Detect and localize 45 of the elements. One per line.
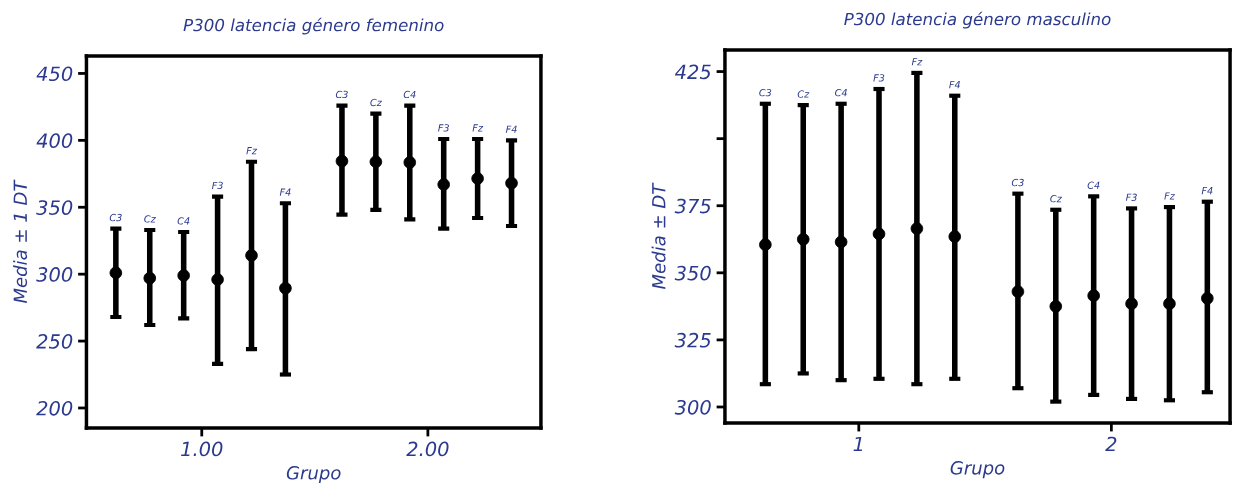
annotation: C3	[335, 90, 348, 99]
annotation: F3	[211, 181, 223, 190]
annotation: Cz	[1050, 194, 1062, 203]
y-tick-label: 250	[36, 334, 73, 349]
annotation: C4	[403, 90, 416, 99]
annotation: Fz	[1164, 192, 1175, 200]
y-tick-label: 300	[674, 399, 711, 415]
annotation: Cz	[144, 215, 156, 223]
annotation: C3	[109, 213, 122, 222]
annotation: C4	[835, 88, 847, 97]
y-axis-title: Media ± 1 DT	[13, 179, 28, 304]
annotation: C3	[1011, 178, 1024, 187]
chart-title: P300 latencia género masculino	[844, 11, 1111, 29]
annotation: Cz	[370, 98, 382, 107]
annotation: F3	[438, 124, 449, 132]
annotation: Cz	[797, 90, 810, 98]
x-tick-label: 1	[853, 436, 863, 452]
annotation: Fz	[246, 147, 258, 155]
annotation: C3	[759, 88, 772, 97]
annotation: F4	[949, 81, 960, 89]
x-tick-label: 2.00	[406, 441, 449, 457]
annotation: F4	[1201, 187, 1213, 195]
annotation: F4	[505, 125, 517, 133]
annotation: F3	[1125, 193, 1137, 201]
y-tick-label: 350	[674, 265, 711, 281]
y-tick-label: 350	[36, 200, 73, 215]
y-axis-title: Media ± DT	[651, 182, 666, 289]
y-tick-label: 400	[36, 133, 73, 149]
x-tick-label: 1.00	[181, 441, 223, 457]
annotation: Fz	[472, 124, 484, 132]
annotation: F3	[873, 74, 885, 82]
chart-title: P300 latencia género femenino	[183, 17, 444, 35]
x-tick-label: 2	[1105, 436, 1117, 452]
y-tick-label: 300	[36, 267, 73, 282]
x-axis-title: Grupo	[950, 460, 1005, 479]
y-tick-label: 375	[674, 198, 711, 214]
annotation: C4	[1087, 181, 1100, 189]
x-axis-title: Grupo	[286, 465, 341, 484]
y-tick-label: 325	[674, 332, 711, 348]
y-tick-label: 425	[674, 64, 711, 80]
annotation: C4	[177, 217, 190, 225]
y-tick-label: 200	[36, 400, 73, 416]
annotation: F4	[279, 188, 291, 196]
y-tick-label: 450	[36, 66, 73, 82]
annotation: Fz	[911, 58, 923, 66]
